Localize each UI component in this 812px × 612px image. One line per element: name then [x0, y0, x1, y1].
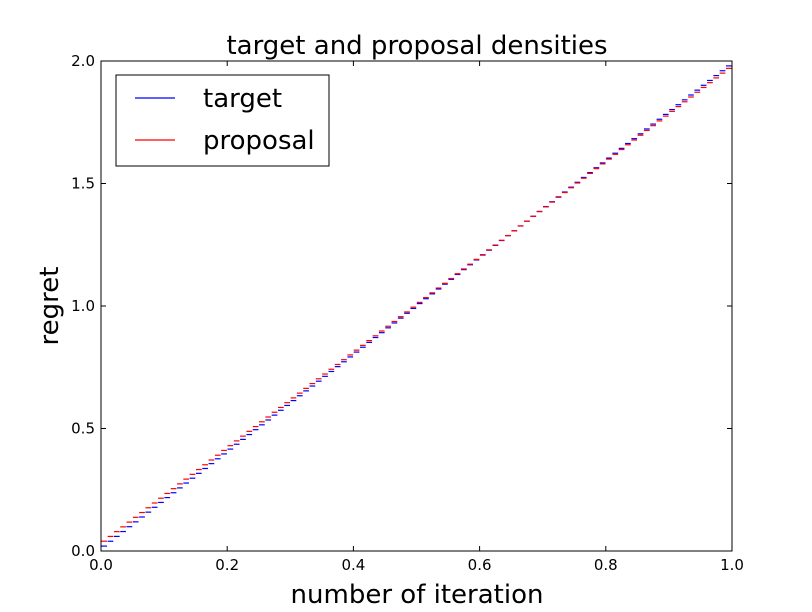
- series-layer: [101, 65, 732, 547]
- ticks-layer: 0.0 0.2 0.4 0.6 0.8 1.0 0.0 0.5 1.0 1.5 2.0: [71, 52, 744, 574]
- series-proposal: [101, 67, 732, 542]
- y-axis-label: regret: [35, 267, 65, 346]
- y-tick-label: 0.0: [71, 542, 95, 560]
- x-tick-label: 0.8: [594, 556, 618, 574]
- y-tick-label: 1.5: [71, 175, 95, 193]
- legend-label-target: target: [203, 84, 282, 114]
- x-axis-label: number of iteration: [291, 580, 544, 610]
- legend: target proposal: [115, 74, 330, 167]
- legend-box: [115, 74, 330, 167]
- x-tick-label: 0.2: [215, 556, 239, 574]
- x-tick-label: 1.0: [720, 556, 744, 574]
- x-tick-label: 0.0: [89, 556, 113, 574]
- x-tick-label: 0.6: [468, 556, 492, 574]
- legend-label-proposal: proposal: [203, 126, 315, 156]
- chart-title: target and proposal densities: [226, 31, 607, 61]
- y-tick-label: 1.0: [71, 297, 95, 315]
- y-tick-label: 0.5: [71, 420, 95, 438]
- x-tick-label: 0.4: [341, 556, 365, 574]
- y-tick-label: 2.0: [71, 52, 95, 70]
- plot-frame: [100, 60, 733, 552]
